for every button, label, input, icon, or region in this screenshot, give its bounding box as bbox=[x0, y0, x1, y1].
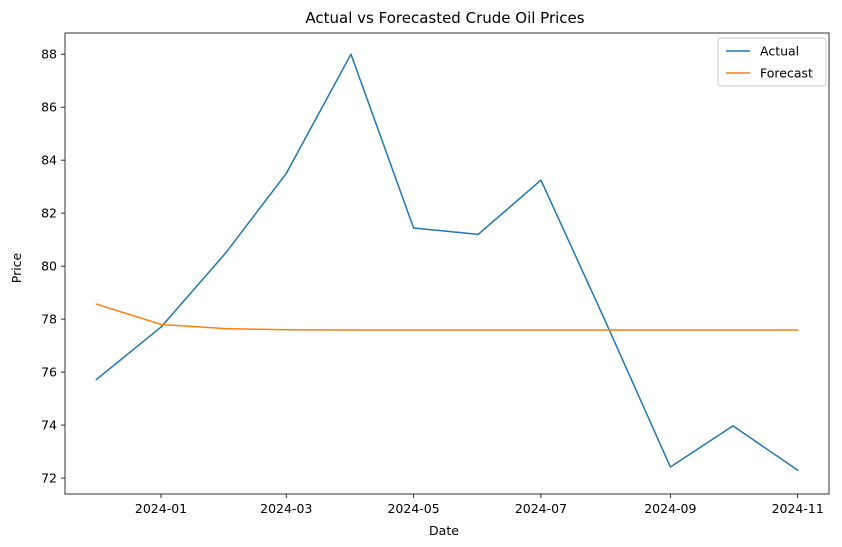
data-point-actual-11 bbox=[796, 469, 799, 472]
data-point-forecast-11 bbox=[796, 329, 799, 332]
data-point-actual-2 bbox=[224, 251, 227, 254]
data-point-actual-10 bbox=[731, 424, 734, 427]
legend-label-actual: Actual bbox=[760, 44, 799, 59]
data-point-forecast-8 bbox=[604, 329, 607, 332]
data-point-actual-3 bbox=[285, 172, 288, 175]
x-tick-label: 2024-11 bbox=[772, 501, 824, 516]
data-point-actual-5 bbox=[412, 227, 415, 230]
legend-label-forecast: Forecast bbox=[760, 66, 813, 81]
data-point-forecast-10 bbox=[731, 329, 734, 332]
data-point-actual-1 bbox=[160, 326, 163, 329]
x-tick-label: 2024-07 bbox=[515, 501, 567, 516]
y-tick-label: 74 bbox=[41, 418, 57, 433]
data-point-actual-9 bbox=[669, 465, 672, 468]
data-point-actual-0 bbox=[95, 378, 98, 381]
data-point-actual-6 bbox=[477, 233, 480, 236]
data-point-forecast-7 bbox=[539, 329, 542, 332]
legend-box bbox=[717, 37, 827, 87]
data-point-forecast-6 bbox=[477, 329, 480, 332]
y-tick-label: 76 bbox=[41, 365, 57, 380]
data-point-forecast-2 bbox=[224, 327, 227, 330]
y-axis-title: Price bbox=[9, 252, 24, 283]
data-point-actual-7 bbox=[539, 179, 542, 182]
x-tick-label: 2024-03 bbox=[260, 501, 312, 516]
data-point-forecast-3 bbox=[285, 328, 288, 331]
data-point-forecast-4 bbox=[349, 329, 352, 332]
plot-area bbox=[95, 53, 799, 472]
legend: Actual Forecast bbox=[717, 37, 827, 87]
y-tick-label: 78 bbox=[41, 312, 57, 327]
y-tick-label: 80 bbox=[41, 259, 57, 274]
y-tick-label: 82 bbox=[41, 206, 57, 221]
series-line-actual bbox=[95, 53, 799, 472]
x-tick-label: 2024-09 bbox=[644, 501, 696, 516]
x-tick-label: 2024-05 bbox=[387, 501, 439, 516]
y-tick-label: 72 bbox=[41, 471, 57, 486]
data-point-forecast-1 bbox=[160, 323, 163, 326]
y-tick-label: 84 bbox=[41, 153, 57, 168]
y-tick-label: 88 bbox=[41, 47, 57, 62]
series-line-forecast bbox=[95, 303, 799, 331]
data-point-forecast-0 bbox=[95, 303, 98, 306]
axes-frame bbox=[64, 32, 830, 495]
axes: 2024-01 2024-03 2024-05 2024-07 2024-09 2024-… bbox=[41, 32, 830, 516]
x-tick-label: 2024-01 bbox=[135, 501, 187, 516]
data-point-actual-8 bbox=[604, 320, 607, 323]
data-point-actual-4 bbox=[349, 53, 352, 56]
data-point-forecast-5 bbox=[412, 329, 415, 332]
y-tick-label: 86 bbox=[41, 100, 57, 115]
data-point-forecast-9 bbox=[669, 329, 672, 332]
chart-title: Actual vs Forecasted Crude Oil Prices bbox=[305, 9, 584, 27]
x-axis-title: Date bbox=[429, 523, 459, 538]
